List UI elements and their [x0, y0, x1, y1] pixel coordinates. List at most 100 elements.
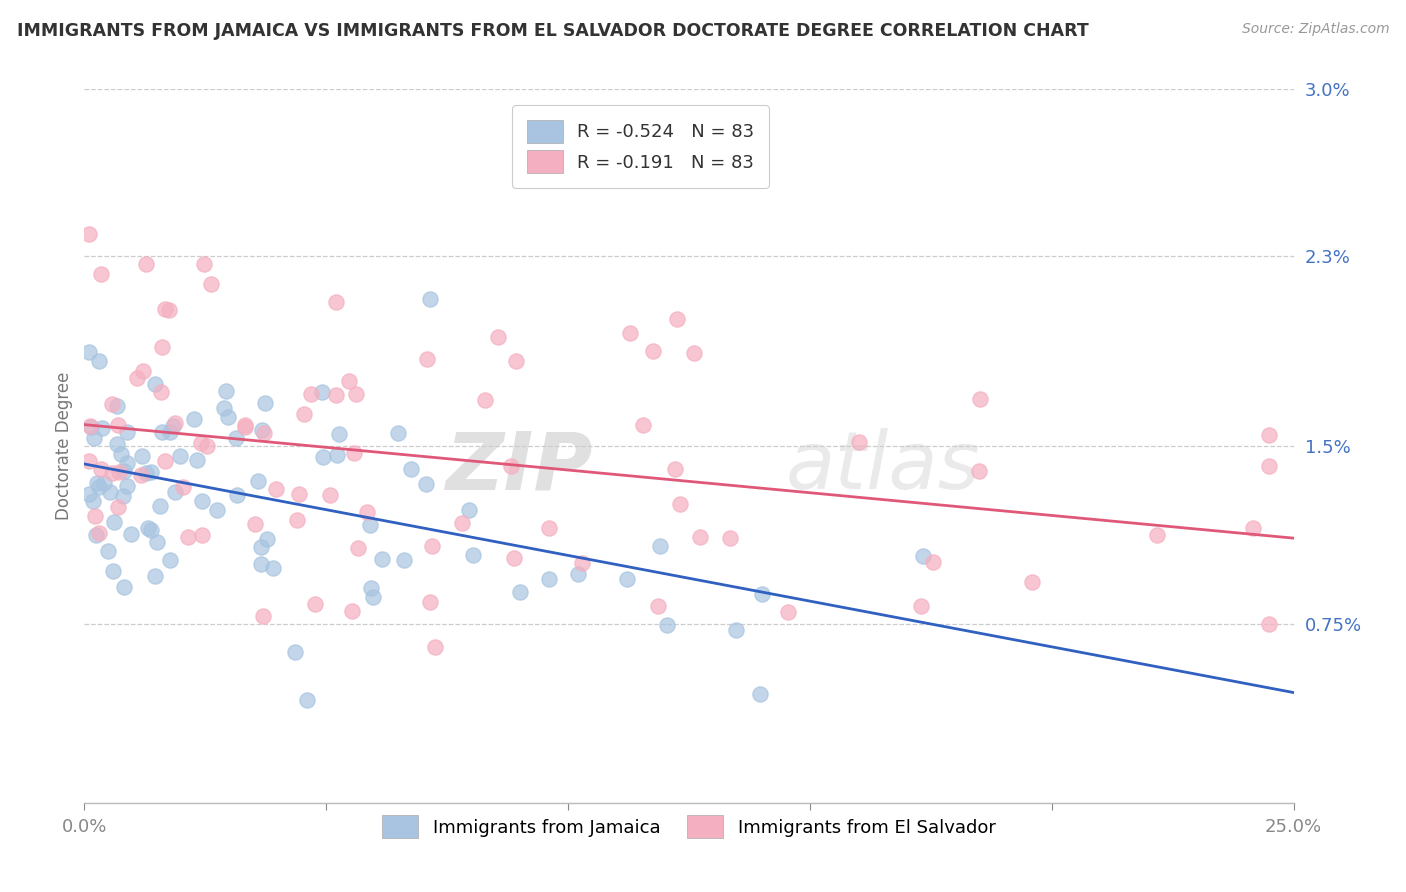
Point [165, 416, 187, 430]
Point [254, 395, 277, 409]
Point [107, 417, 129, 432]
Point [669, 497, 692, 511]
Point [87, 526, 110, 541]
Point [416, 352, 439, 367]
Point [112, 580, 135, 594]
Point [262, 560, 284, 574]
Point [571, 557, 593, 571]
Point [283, 645, 305, 659]
Point [141, 523, 163, 537]
Point [117, 425, 139, 440]
Point [157, 303, 180, 318]
Point [108, 466, 131, 480]
Point [344, 386, 367, 401]
Point [136, 521, 159, 535]
Point [359, 517, 381, 532]
Point [191, 493, 214, 508]
Text: Source: ZipAtlas.com: Source: ZipAtlas.com [1241, 22, 1389, 37]
Point [567, 567, 589, 582]
Point [749, 687, 772, 701]
Point [79, 419, 101, 434]
Point [80, 420, 103, 434]
Point [217, 410, 239, 425]
Point [84, 509, 107, 524]
Point [292, 407, 315, 421]
Point [647, 599, 669, 614]
Point [153, 301, 176, 316]
Point [347, 541, 370, 555]
Point [191, 528, 214, 542]
Point [641, 343, 664, 358]
Point [159, 425, 181, 439]
Point [509, 584, 531, 599]
Point [84, 527, 107, 541]
Point [1241, 521, 1264, 535]
Point [1258, 458, 1281, 473]
Point [499, 458, 522, 473]
Point [910, 599, 932, 614]
Point [256, 533, 278, 547]
Point [177, 530, 200, 544]
Point [486, 330, 509, 344]
Point [131, 449, 153, 463]
Point [776, 605, 799, 619]
Point [159, 553, 181, 567]
Point [648, 539, 671, 553]
Point [537, 573, 560, 587]
Point [195, 439, 218, 453]
Point [285, 513, 308, 527]
Point [115, 479, 138, 493]
Point [401, 462, 423, 476]
Point [89, 481, 111, 495]
Point [311, 450, 333, 465]
Point [82, 494, 104, 508]
Point [253, 426, 276, 441]
Point [250, 424, 273, 438]
Point [751, 587, 773, 601]
Point [110, 447, 132, 461]
Point [505, 354, 527, 368]
Point [90, 461, 112, 475]
Point [451, 516, 474, 530]
Point [150, 384, 173, 399]
Point [252, 608, 274, 623]
Point [415, 476, 437, 491]
Point [325, 295, 347, 310]
Point [226, 488, 249, 502]
Point [215, 384, 238, 399]
Point [86, 476, 108, 491]
Point [340, 604, 363, 618]
Point [419, 595, 441, 609]
Point [205, 502, 228, 516]
Point [233, 418, 256, 433]
Point [666, 311, 689, 326]
Point [420, 540, 443, 554]
Point [105, 399, 128, 413]
Point [911, 549, 934, 564]
Point [848, 435, 870, 450]
Text: IMMIGRANTS FROM JAMAICA VS IMMIGRANTS FROM EL SALVADOR DOCTORATE DEGREE CORRELAT: IMMIGRANTS FROM JAMAICA VS IMMIGRANTS FR… [17, 22, 1088, 40]
Point [1146, 528, 1168, 542]
Point [120, 527, 142, 541]
Point [200, 277, 222, 292]
Point [169, 449, 191, 463]
Point [98, 485, 121, 500]
Point [103, 565, 125, 579]
Point [463, 548, 485, 562]
Point [326, 448, 349, 462]
Point [93, 476, 115, 491]
Point [135, 257, 157, 271]
Point [150, 340, 173, 354]
Point [77, 454, 100, 468]
Point [387, 426, 409, 441]
Point [921, 555, 943, 569]
Point [212, 401, 235, 416]
Point [183, 412, 205, 426]
Point [193, 257, 215, 271]
Point [538, 521, 561, 535]
Point [162, 418, 184, 433]
Point [360, 582, 382, 596]
Point [1021, 575, 1043, 590]
Point [186, 452, 208, 467]
Y-axis label: Doctorate Degree: Doctorate Degree [55, 372, 73, 520]
